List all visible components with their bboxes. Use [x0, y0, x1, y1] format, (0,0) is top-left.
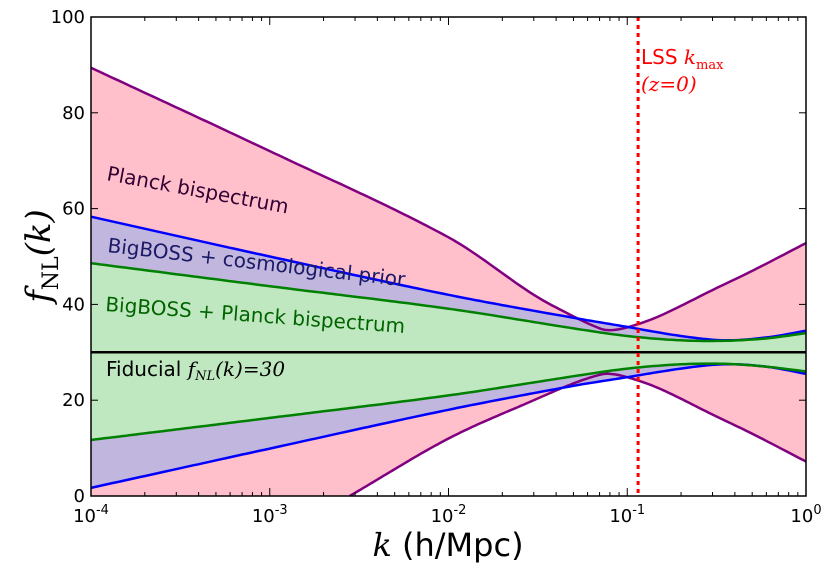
x-tick-label: 10-4 — [73, 503, 109, 527]
x-tick-label-exp: -3 — [275, 503, 288, 518]
planck-bispectrum-lower-line — [349, 372, 806, 496]
y-tick-label: 20 — [62, 390, 85, 411]
y-axis-title: fNL(k) — [19, 209, 64, 306]
x-axis-title: k (h/Mpc) — [372, 526, 523, 564]
x-tick-label-exp: 0 — [813, 503, 821, 518]
y-tick-label: 0 — [74, 486, 85, 507]
bigboss-cosmological-prior-upper-line — [91, 215, 806, 342]
kmax-label-prefix: LSS — [641, 45, 684, 69]
bigboss-planck-bispectrum-upper-line — [91, 261, 806, 343]
y-axis-title-arg: (k) — [19, 209, 59, 256]
x-tick-label-base: 10 — [609, 506, 632, 527]
x-axis-title-units: (h/Mpc) — [392, 526, 524, 564]
x-tick-label: 10-3 — [252, 503, 288, 527]
x-tick-label-exp: -2 — [453, 503, 466, 518]
kmax-label: LSS kmax — [641, 45, 724, 73]
x-tick-label: 10-2 — [431, 503, 467, 527]
fiducial-label-text: Fiducial — [106, 357, 188, 381]
x-tick-label-exp: -4 — [96, 503, 109, 518]
y-tick-label: 100 — [51, 7, 85, 28]
bigboss-planck-bispectrum-lower-line — [91, 362, 806, 442]
x-tick-label: 10-1 — [609, 503, 645, 527]
x-tick-label-base: 10 — [252, 506, 275, 527]
kmax-label-var: k — [684, 45, 696, 69]
x-tick-label-exp: -1 — [632, 503, 645, 518]
fiducial-label-sub: NL — [194, 369, 215, 384]
planck-bispectrum-upper-line — [91, 66, 806, 332]
x-tick-label-base: 10 — [431, 506, 454, 527]
kmax-label-sub: max — [696, 58, 724, 73]
fiducial-label-rest: (k)=30 — [215, 357, 285, 381]
fiducial-label: Fiducial fNL(k)=30 — [106, 357, 285, 384]
x-tick-label-base: 10 — [73, 506, 96, 527]
y-axis-title-sub: NL — [39, 256, 64, 290]
kmax-label-redshift: (z=0) — [641, 72, 697, 96]
y-tick-label: 60 — [62, 199, 85, 220]
bigboss-cosmological-prior-lower-line — [91, 362, 806, 490]
x-tick-label: 100 — [790, 503, 821, 527]
y-tick-label: 80 — [62, 103, 85, 124]
x-tick-label-base: 10 — [790, 506, 813, 527]
y-tick-label: 40 — [62, 294, 85, 315]
x-axis-title-var: k — [372, 526, 391, 564]
